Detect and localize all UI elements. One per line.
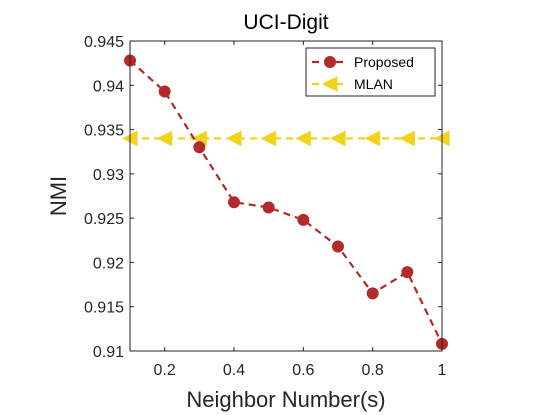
x-tick-label: 0.4 [223, 362, 245, 379]
data-point-mlan [156, 130, 173, 147]
data-point-proposed [366, 287, 379, 300]
y-axis-label: NMI [46, 176, 71, 216]
y-tick-label: 0.925 [84, 211, 124, 228]
series-proposed [124, 54, 448, 350]
data-point-proposed [262, 201, 275, 214]
y-tick-label: 0.915 [84, 300, 124, 317]
legend-swatch-marker [321, 76, 338, 92]
data-point-proposed [401, 266, 414, 279]
y-tick-label: 0.93 [93, 167, 124, 184]
data-point-mlan [329, 130, 346, 147]
legend-label: Proposed [354, 54, 414, 70]
y-tick-label: 0.92 [93, 255, 124, 272]
data-point-proposed [332, 240, 344, 253]
chart-title: UCI-Digit [243, 11, 328, 34]
x-tick-label: 0.8 [362, 362, 384, 379]
y-tick-label: 0.91 [93, 344, 124, 361]
y-tick-label: 0.935 [84, 123, 124, 140]
data-point-mlan [364, 130, 381, 147]
data-point-proposed [158, 85, 171, 98]
series-line-proposed [129, 59, 443, 345]
x-tick-label: 1 [438, 362, 447, 379]
data-point-mlan [260, 130, 277, 147]
axis-ticks: 0.2 0.4 0.6 0.8 1 0.91 0.915 0.92 0.925 0.93 0.935… [84, 34, 447, 379]
data-point-proposed [297, 213, 310, 226]
data-point-mlan [225, 130, 242, 147]
x-tick-label: 0.6 [292, 362, 314, 379]
legend-swatch-marker [324, 56, 336, 68]
x-axis-label: Neighbor Number(s) [186, 387, 385, 412]
plot-frame [129, 40, 443, 352]
legend-box [305, 47, 436, 97]
legend: Proposed MLAN [305, 47, 436, 97]
data-point-mlan [399, 130, 415, 147]
data-point-proposed [193, 141, 206, 154]
x-tick-label: 0.2 [154, 362, 176, 379]
legend-label: MLAN [354, 76, 393, 92]
y-tick-label: 0.94 [93, 78, 124, 95]
y-tick-label: 0.945 [84, 34, 124, 51]
legend-item-mlan: MLAN [312, 76, 393, 92]
data-point-proposed [228, 196, 240, 209]
data-point-mlan [295, 130, 311, 147]
legend-item-proposed: Proposed [312, 54, 414, 70]
